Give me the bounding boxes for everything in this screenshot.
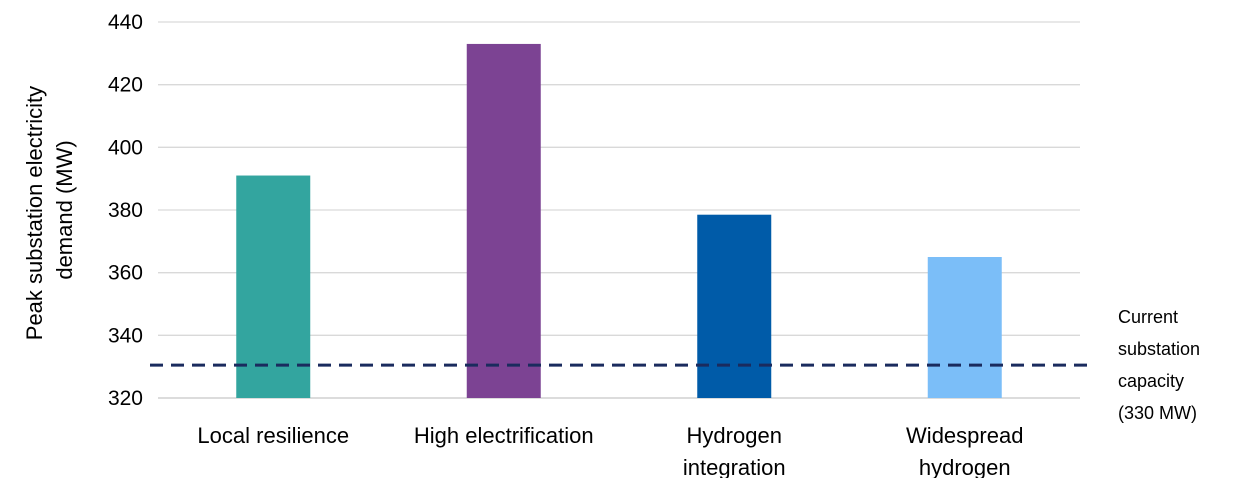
bar — [466, 43, 541, 398]
x-category-label: Hydrogen integration — [683, 423, 786, 478]
bar — [697, 214, 772, 398]
x-category-label: High electrification — [414, 423, 594, 448]
y-axis-title: Peak substation electricity demand (MW) — [22, 80, 77, 340]
y-tick-label: 360 — [108, 262, 143, 285]
y-tick-label: 440 — [108, 11, 143, 34]
y-tick-label: 320 — [108, 387, 143, 410]
capacity-label-line-2: substation — [1118, 339, 1200, 359]
x-axis-category-labels: Local resilience High electrification Hydr… — [197, 423, 1023, 478]
capacity-label-line-3: capacity — [1118, 371, 1184, 391]
y-axis-title-line-2: demand (MW) — [52, 140, 77, 279]
y-tick-label: 420 — [108, 74, 143, 97]
y-axis-title-line-1: Peak substation electricity — [22, 86, 47, 340]
capacity-label-line-4: (330 MW) — [1118, 403, 1197, 423]
y-tick-label: 400 — [108, 136, 143, 159]
capacity-reference-label: Current substation capacity (330 MW) — [1118, 307, 1205, 423]
gridlines — [158, 21, 1080, 399]
capacity-label-line-1: Current — [1118, 307, 1178, 327]
y-tick-label: 340 — [108, 324, 143, 347]
bars — [236, 43, 1002, 398]
x-category-label: Widespread hydrogen — [906, 423, 1023, 478]
x-category-label: Local resilience — [197, 423, 349, 448]
bar — [927, 257, 1002, 398]
bar — [236, 175, 311, 398]
y-axis-tick-labels: 320 340 360 380 400 420 440 — [108, 11, 143, 410]
y-tick-label: 380 — [108, 199, 143, 222]
